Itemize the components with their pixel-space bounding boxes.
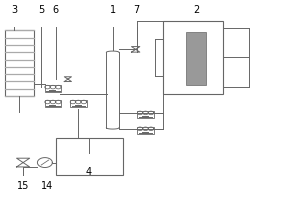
Bar <box>164 21 223 94</box>
Bar <box>137 127 154 134</box>
Text: 7: 7 <box>134 5 140 15</box>
Bar <box>45 100 61 107</box>
Bar <box>137 111 154 118</box>
Bar <box>70 100 86 107</box>
Text: 14: 14 <box>41 181 53 191</box>
Text: 15: 15 <box>17 181 29 191</box>
Text: 5: 5 <box>38 5 44 15</box>
Text: 6: 6 <box>53 5 59 15</box>
Text: 4: 4 <box>86 167 92 177</box>
Text: 2: 2 <box>193 5 200 15</box>
Bar <box>45 85 61 92</box>
Bar <box>56 138 123 175</box>
Text: 1: 1 <box>110 5 116 15</box>
Bar <box>186 32 206 85</box>
Bar <box>5 30 34 96</box>
Text: 3: 3 <box>11 5 17 15</box>
